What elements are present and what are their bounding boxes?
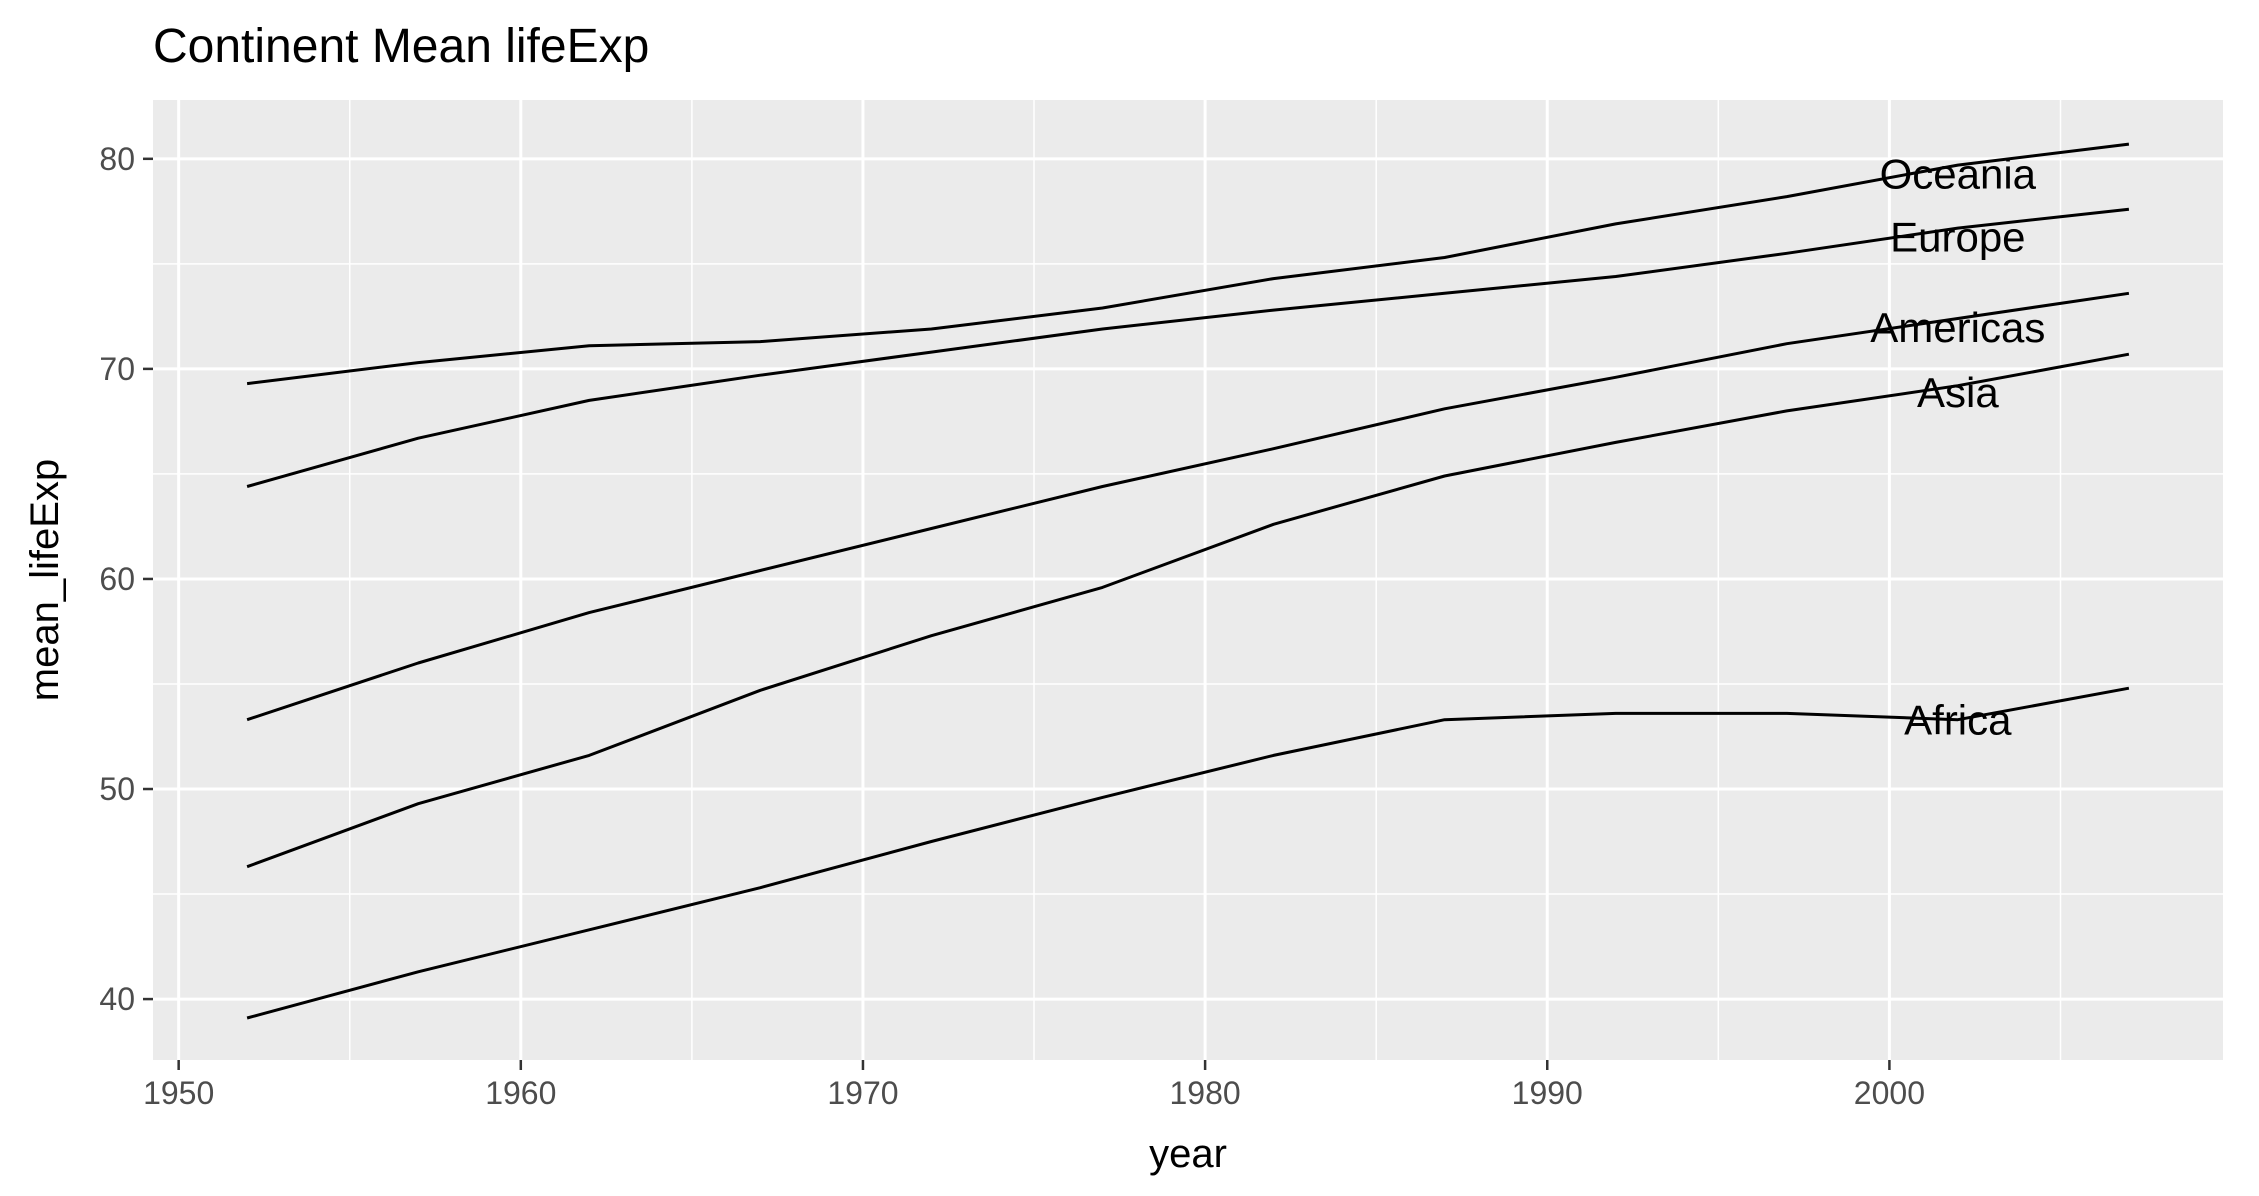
y-tick-label: 60	[99, 561, 135, 597]
y-axis-title: mean_lifeExp	[23, 459, 67, 701]
series-lines	[246, 142, 2130, 1020]
series-line-oceania	[246, 142, 2130, 386]
series-line-africa	[246, 686, 2130, 1020]
series-label-americas: Americas	[1870, 304, 2045, 351]
series-label-asia: Asia	[1917, 369, 1999, 416]
x-tick-label: 1960	[485, 1075, 556, 1111]
x-tick-label: 1980	[1170, 1075, 1241, 1111]
series-line-americas	[246, 291, 2130, 722]
series-labels: Africa Americas Asia Europe Oceania	[1870, 151, 2045, 744]
series-label-africa: Africa	[1904, 697, 2012, 744]
series-label-europe: Europe	[1890, 214, 2025, 261]
y-tick-label: 70	[99, 351, 135, 387]
series-line-asia	[246, 352, 2130, 869]
chart-title: Continent Mean lifeExp	[153, 20, 649, 73]
x-tick-label: 2000	[1854, 1075, 1925, 1111]
y-tick-label: 80	[99, 141, 135, 177]
y-tick-label: 40	[99, 981, 135, 1017]
major-gridlines	[153, 100, 2223, 1060]
y-tick-label: 50	[99, 771, 135, 807]
series-line-europe	[246, 207, 2130, 488]
series-label-oceania: Oceania	[1880, 151, 2037, 198]
x-tick-label: 1970	[827, 1075, 898, 1111]
x-axis-title: year	[1149, 1132, 1227, 1176]
x-tick-label: 1950	[143, 1075, 214, 1111]
x-axis: 1950 1960 1970 1980 1990 2000	[143, 1060, 1925, 1111]
x-tick-label: 1990	[1512, 1075, 1583, 1111]
y-axis: 40 50 60 70 80	[99, 141, 153, 1017]
